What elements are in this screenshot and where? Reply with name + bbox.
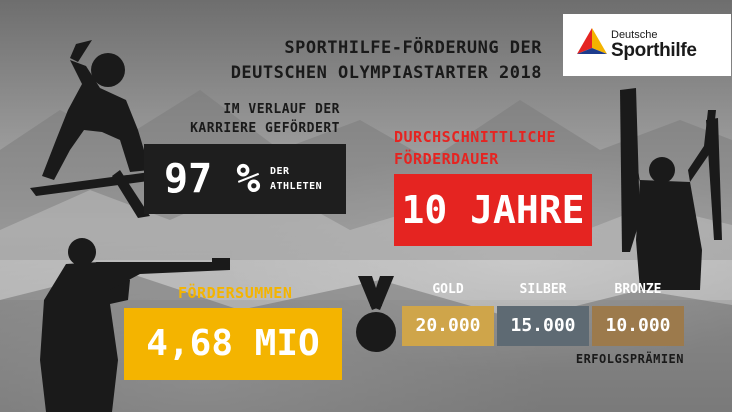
skier-silhouette	[620, 88, 722, 290]
funding-stat-box: 4,68 MIO	[124, 308, 342, 380]
prizes-caption: ERFOLGSPRÄMIEN	[575, 352, 684, 366]
luge-athlete-silhouette	[30, 40, 156, 218]
gold-label: GOLD	[432, 282, 464, 297]
logo-word-deutsche: Deutsche	[611, 29, 658, 41]
sporthilfe-logo: Deutsche Sporthilfe	[563, 14, 731, 76]
logo-word-sporthilfe: Sporthilfe	[611, 40, 697, 61]
medal-icon	[356, 276, 396, 352]
duration-label: DURCHSCHNITTLICHE FÖRDERDAUER	[394, 126, 556, 170]
title-line-2: DEUTSCHEN OLYMPIASTARTER 2018	[230, 63, 542, 83]
career-stat-box: 97 % DER ATHLETEN	[144, 144, 346, 214]
silver-label: SILBER	[519, 282, 567, 297]
gold-prize-value: 20.000	[402, 306, 494, 346]
silver-prize-value: 15.000	[497, 306, 589, 346]
title-line-1: SPORTHILFE-FÖRDERUNG DER	[284, 38, 542, 58]
biathlon-athlete-silhouette	[40, 238, 230, 412]
bronze-prize-value: 10.000	[592, 306, 684, 346]
career-label-line-2: KARRIERE GEFÖRDERT	[190, 121, 340, 136]
logo-mark-icon	[577, 28, 607, 54]
duration-label-line-1: DURCHSCHNITTLICHE	[394, 128, 557, 146]
funding-label: FÖRDERSUMMEN	[178, 284, 293, 302]
career-unit-line-1: DER	[270, 166, 290, 177]
page-title: SPORTHILFE-FÖRDERUNG DER DEUTSCHEN OLYMP…	[231, 36, 542, 86]
career-stat-value: 97 %	[164, 156, 261, 202]
bronze-label: BRONZE	[614, 282, 662, 297]
career-label: IM VERLAUF DER KARRIERE GEFÖRDERT	[190, 100, 340, 138]
duration-stat-box: 10 JAHRE	[394, 174, 592, 246]
career-label-line-1: IM VERLAUF DER	[223, 102, 340, 117]
career-stat-unit: DER ATHLETEN	[270, 164, 322, 194]
duration-label-line-2: FÖRDERDAUER	[394, 150, 499, 168]
career-unit-line-2: ATHLETEN	[270, 181, 323, 192]
